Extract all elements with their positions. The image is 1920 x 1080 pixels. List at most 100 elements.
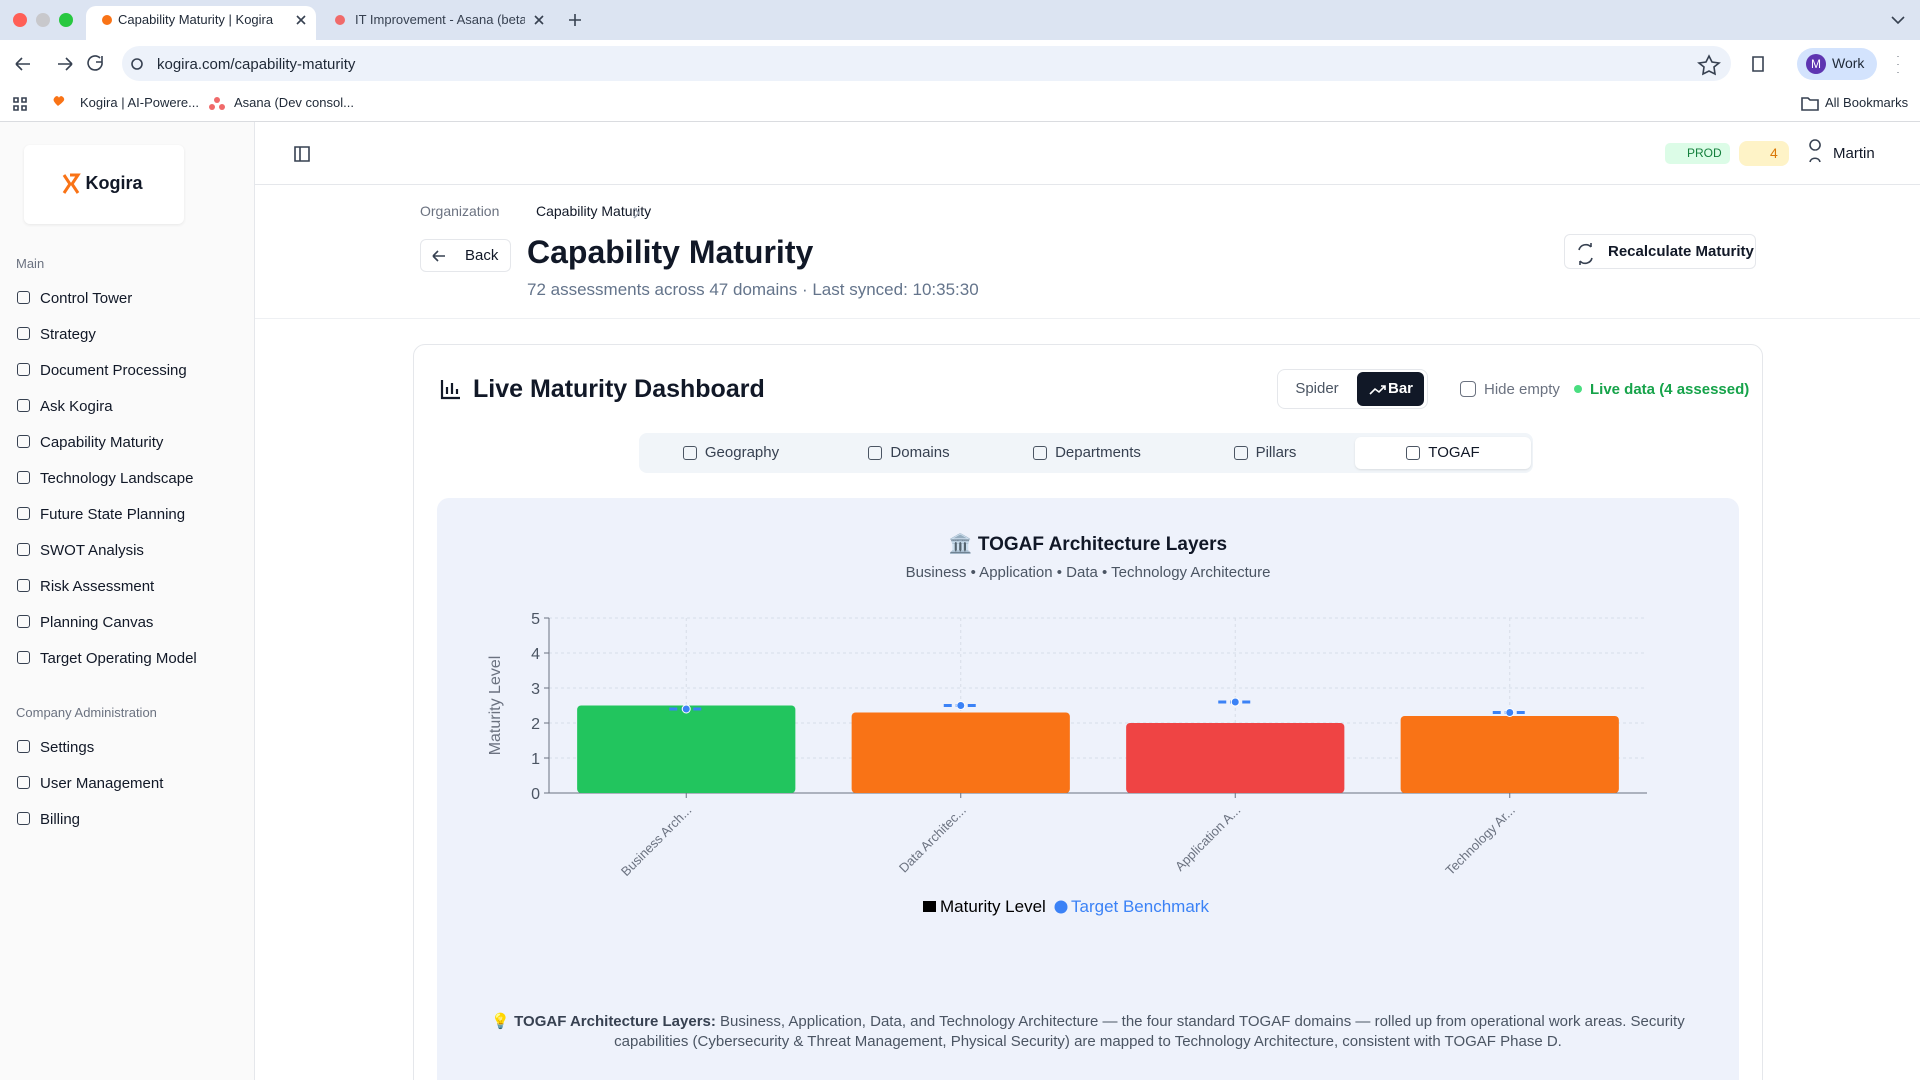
nav-item[interactable]: Capability Maturity (40, 433, 164, 451)
bookmark-folder[interactable]: All Bookmarks (1825, 94, 1909, 110)
nav-item[interactable]: Strategy (40, 325, 96, 343)
bar (1400, 716, 1619, 793)
chart: 🏛️ TOGAF Architecture Layers Business • A… (487, 532, 1647, 916)
active-tab[interactable] (86, 6, 316, 40)
nav-icon (17, 327, 30, 340)
logo-box (24, 145, 184, 224)
user-name[interactable]: Martin (1833, 144, 1875, 162)
view-toggle (1277, 369, 1428, 409)
bar (851, 712, 1070, 793)
chart-note: 💡 TOGAF Architecture Layers: Business, A… (467, 1012, 1709, 1052)
dashboard-title: Live Maturity Dashboard (473, 374, 765, 403)
checkbox[interactable] (1460, 381, 1476, 397)
legend-label: Maturity Level (940, 897, 1046, 916)
tab-label: TOGAF (1406, 444, 1480, 461)
tab-icon (682, 445, 697, 460)
page-title: Capability Maturity (527, 233, 814, 270)
env-badge: PROD (1665, 143, 1730, 164)
tab-label: Pillars (1233, 444, 1296, 461)
breadcrumb[interactable]: Organization (420, 203, 500, 220)
y-axis-label: Maturity Level (487, 656, 504, 756)
tab-title[interactable]: Capability Maturity | Kogira (118, 11, 274, 27)
sidebar (0, 122, 255, 1080)
note-label: TOGAF Architecture Layers: (514, 1013, 716, 1030)
avatar: M (1806, 54, 1826, 74)
benchmark-point (956, 701, 966, 710)
note-text: Business, Application, Data, and Technol… (614, 1013, 1685, 1050)
topbar (255, 122, 1920, 185)
nav-icon (17, 776, 30, 789)
bar (577, 705, 796, 793)
nav-item[interactable]: Risk Assessment (40, 577, 155, 595)
nav-icon (17, 812, 30, 825)
nav-item[interactable]: Settings (40, 738, 95, 756)
nav-icon (17, 615, 30, 628)
tab-label: Geography (682, 444, 779, 461)
tab-label: Departments (1033, 444, 1141, 461)
logo-text: Kogira (85, 173, 143, 194)
tab-active[interactable]: TOGAF (1355, 437, 1531, 469)
back-button[interactable]: Back (420, 239, 511, 272)
live-status: Live data (4 assessed) (1590, 380, 1750, 398)
section-title: Company Administration (16, 704, 157, 720)
tab[interactable]: Domains (821, 437, 997, 469)
profile-name: Work (1832, 55, 1865, 72)
nav-item[interactable]: Ask Kogira (40, 397, 113, 415)
page-subtitle: 72 assessments across 47 domains · Last … (527, 280, 979, 300)
nav-icon (17, 507, 30, 520)
nav-item[interactable]: Billing (40, 810, 81, 828)
nav-icon (17, 543, 30, 556)
y-tick-label: 0 (531, 786, 540, 803)
chart-title: 🏛️ TOGAF Architecture Layers (949, 532, 1227, 555)
tab-icon (1233, 445, 1248, 460)
tab[interactable]: Pillars (1177, 437, 1353, 469)
nav-item[interactable]: Future State Planning (40, 505, 186, 523)
divider (255, 318, 1920, 319)
checkbox-label[interactable]: Hide empty (1484, 380, 1560, 398)
view-option[interactable]: Spider (1295, 380, 1339, 397)
bookmark[interactable]: Kogira | AI-Powere... (80, 94, 199, 110)
tab-icon (868, 445, 883, 460)
benchmark-point (681, 704, 691, 714)
address-bar[interactable] (122, 46, 1731, 81)
nav-item[interactable]: SWOT Analysis (40, 541, 144, 559)
tab-label: Domains (868, 444, 950, 461)
chart-subtitle: Business • Application • Data • Technolo… (906, 564, 1271, 581)
alerts-badge[interactable]: 4 (1739, 141, 1789, 166)
nav-item[interactable]: Planning Canvas (40, 613, 154, 631)
x-tick-label: Data Architec... (896, 803, 969, 876)
tab-title[interactable]: IT Improvement - Asana (beta (355, 11, 525, 27)
nav-item[interactable]: User Management (40, 774, 164, 792)
nav-item[interactable]: Target Operating Model (40, 649, 197, 667)
section-title: Main (16, 255, 45, 271)
nav-icon (17, 740, 30, 753)
url: kogira.com/capability-maturity (157, 55, 356, 73)
legend-swatch (923, 901, 936, 912)
y-tick-label: 5 (531, 611, 540, 628)
nav-item[interactable]: Technology Landscape (40, 469, 194, 487)
breadcrumb: Capability Maturity (536, 203, 652, 220)
nav-icon (17, 471, 30, 484)
nav-item[interactable]: Document Processing (40, 361, 187, 379)
tab[interactable]: Geography (643, 437, 819, 469)
bar (1126, 723, 1345, 793)
tab[interactable]: Departments (999, 437, 1175, 469)
nav-icon (17, 291, 30, 304)
nav-icon (17, 435, 30, 448)
nav-icon (17, 399, 30, 412)
nav-icon (17, 363, 30, 376)
y-tick-label: 1 (531, 751, 540, 768)
y-tick-label: 4 (531, 646, 540, 663)
y-tick-label: 2 (531, 716, 540, 733)
nav-icon (17, 651, 30, 664)
x-tick-label: Business Arch... (618, 803, 695, 880)
view-option-active[interactable]: Bar (1357, 372, 1424, 406)
x-tick-label: Technology Ar... (1442, 803, 1518, 879)
recalculate-button[interactable]: Recalculate Maturity (1564, 234, 1756, 269)
legend-label: Target Benchmark (1071, 897, 1209, 916)
bookmark[interactable]: Asana (Dev consol... (234, 94, 354, 110)
y-tick-label: 3 (531, 681, 540, 698)
nav-item[interactable]: Control Tower (40, 289, 133, 307)
x-tick-label: Application A... (1172, 803, 1243, 874)
legend-swatch (1054, 900, 1068, 914)
